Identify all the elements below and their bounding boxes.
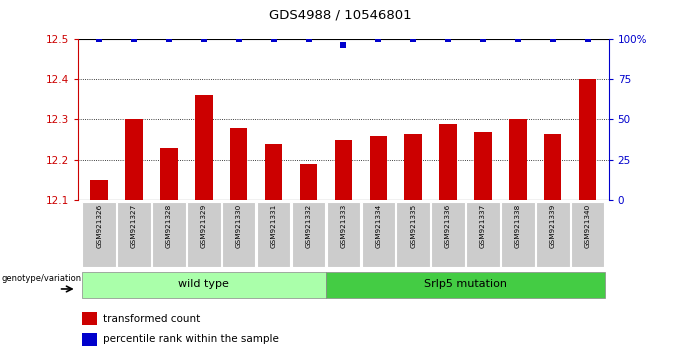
FancyBboxPatch shape bbox=[466, 202, 500, 267]
Text: GSM921328: GSM921328 bbox=[166, 204, 172, 248]
FancyBboxPatch shape bbox=[326, 202, 360, 267]
Text: transformed count: transformed count bbox=[103, 314, 200, 324]
Point bbox=[94, 36, 105, 42]
Bar bbox=[195, 95, 213, 200]
Point bbox=[408, 36, 419, 42]
FancyBboxPatch shape bbox=[187, 202, 220, 267]
Text: GSM921330: GSM921330 bbox=[236, 204, 241, 248]
FancyBboxPatch shape bbox=[431, 202, 465, 267]
Point bbox=[373, 36, 384, 42]
Text: GSM921332: GSM921332 bbox=[305, 204, 311, 248]
FancyBboxPatch shape bbox=[152, 202, 186, 267]
Bar bbox=[544, 133, 562, 200]
Point bbox=[443, 36, 454, 42]
Point bbox=[547, 36, 558, 42]
Point bbox=[582, 36, 593, 42]
Text: GSM921336: GSM921336 bbox=[445, 204, 451, 248]
Text: GSM921326: GSM921326 bbox=[96, 204, 102, 248]
FancyBboxPatch shape bbox=[501, 202, 534, 267]
Bar bbox=[300, 164, 318, 200]
Bar bbox=[579, 79, 596, 200]
Text: GSM921335: GSM921335 bbox=[410, 204, 416, 248]
Text: GSM921329: GSM921329 bbox=[201, 204, 207, 248]
Text: wild type: wild type bbox=[178, 279, 229, 289]
Point bbox=[199, 36, 209, 42]
Bar bbox=[474, 132, 492, 200]
FancyBboxPatch shape bbox=[396, 202, 430, 267]
Text: GSM921333: GSM921333 bbox=[341, 204, 346, 248]
Point bbox=[268, 36, 279, 42]
FancyBboxPatch shape bbox=[82, 272, 326, 298]
Text: GSM921340: GSM921340 bbox=[585, 204, 591, 248]
Text: GSM921337: GSM921337 bbox=[480, 204, 486, 248]
Bar bbox=[82, 312, 97, 325]
Point bbox=[477, 36, 488, 42]
Text: GSM921334: GSM921334 bbox=[375, 204, 381, 248]
Point bbox=[163, 36, 174, 42]
Point bbox=[233, 36, 244, 42]
Bar bbox=[82, 333, 97, 346]
Bar bbox=[230, 127, 248, 200]
FancyBboxPatch shape bbox=[362, 202, 395, 267]
Text: percentile rank within the sample: percentile rank within the sample bbox=[103, 335, 279, 344]
FancyBboxPatch shape bbox=[292, 202, 325, 267]
FancyBboxPatch shape bbox=[117, 202, 151, 267]
Bar bbox=[335, 139, 352, 200]
Point bbox=[303, 36, 314, 42]
Bar bbox=[160, 148, 177, 200]
FancyBboxPatch shape bbox=[222, 202, 256, 267]
Bar bbox=[405, 133, 422, 200]
FancyBboxPatch shape bbox=[82, 202, 116, 267]
Text: Srlp5 mutation: Srlp5 mutation bbox=[424, 279, 507, 289]
FancyBboxPatch shape bbox=[536, 202, 570, 267]
Bar bbox=[369, 136, 387, 200]
Bar bbox=[439, 124, 457, 200]
Bar bbox=[90, 180, 108, 200]
Point bbox=[338, 42, 349, 48]
Point bbox=[129, 36, 139, 42]
Text: GDS4988 / 10546801: GDS4988 / 10546801 bbox=[269, 9, 411, 22]
FancyBboxPatch shape bbox=[326, 272, 605, 298]
Text: GSM921339: GSM921339 bbox=[549, 204, 556, 248]
Text: GSM921331: GSM921331 bbox=[271, 204, 277, 248]
FancyBboxPatch shape bbox=[571, 202, 605, 267]
Bar bbox=[125, 119, 143, 200]
Point bbox=[513, 36, 524, 42]
Bar bbox=[509, 119, 526, 200]
Text: genotype/variation: genotype/variation bbox=[1, 274, 82, 283]
FancyBboxPatch shape bbox=[257, 202, 290, 267]
Text: GSM921338: GSM921338 bbox=[515, 204, 521, 248]
Bar bbox=[265, 144, 282, 200]
Text: GSM921327: GSM921327 bbox=[131, 204, 137, 248]
